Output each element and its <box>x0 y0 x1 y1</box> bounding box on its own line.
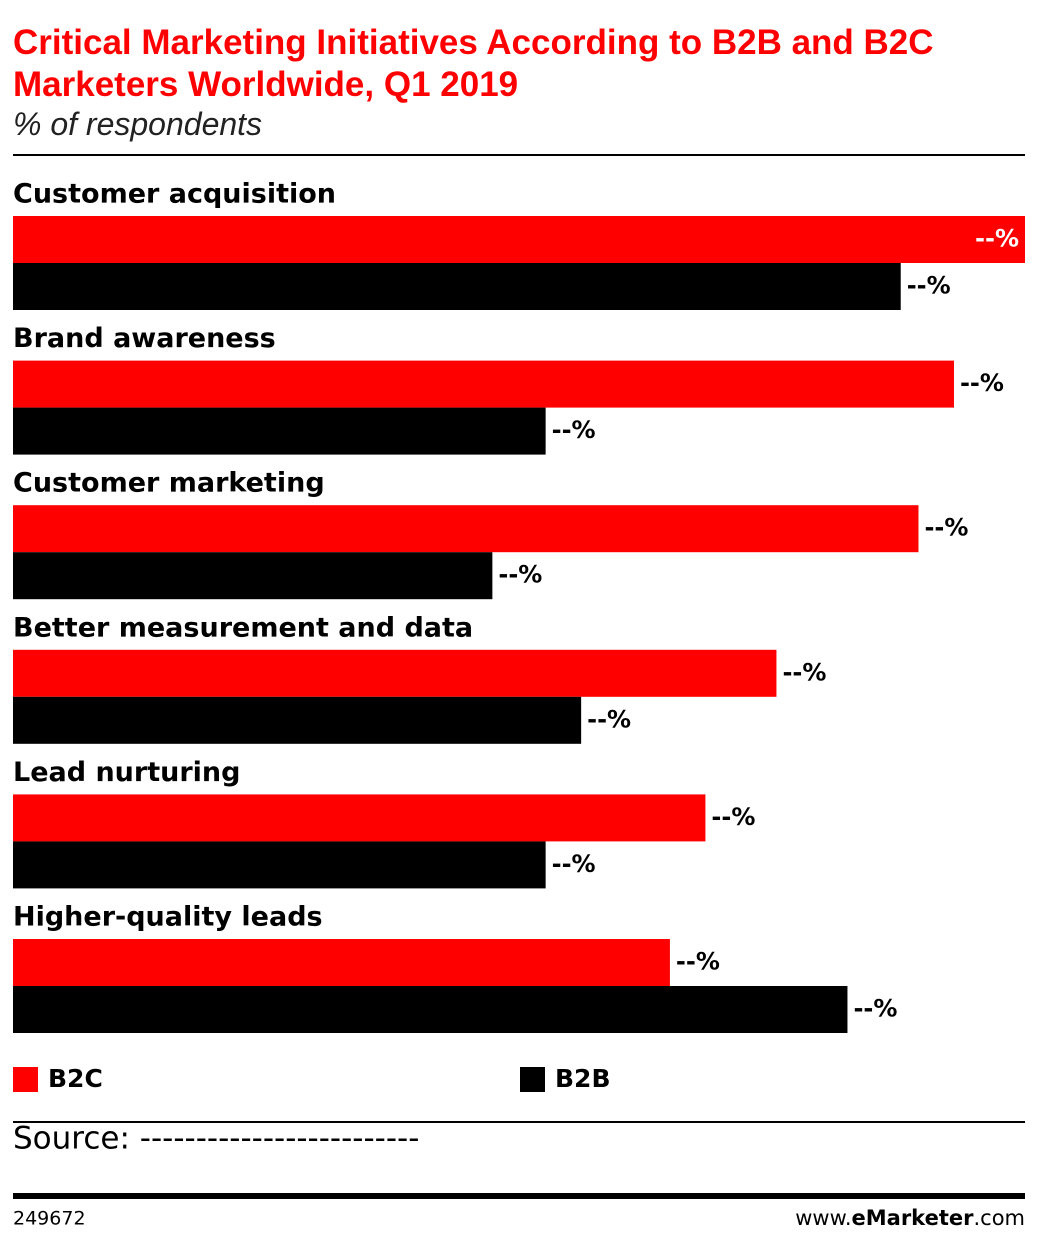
chart-title: Critical Marketing Initiatives According… <box>13 23 934 104</box>
value-label: --% <box>676 948 720 976</box>
value-label: --% <box>587 705 631 733</box>
value-label: --% <box>711 803 755 831</box>
value-label: --% <box>782 658 826 686</box>
legend-swatch <box>13 1067 38 1092</box>
bar <box>13 649 777 697</box>
chart-subtitle: % of respondents <box>13 106 263 142</box>
value-label: --% <box>552 850 596 878</box>
value-label: --% <box>924 514 968 542</box>
bar <box>13 552 493 600</box>
site-part: www. <box>795 1206 851 1230</box>
bar <box>13 407 546 455</box>
bar <box>13 841 546 889</box>
value-label: --% <box>498 561 542 589</box>
value-label: --% <box>853 995 897 1023</box>
bar <box>13 505 919 553</box>
bar <box>13 263 901 310</box>
legend-label: B2C <box>48 1064 103 1093</box>
category-label: Lead nurturing <box>13 757 240 788</box>
site-part: eMarketer <box>852 1206 975 1230</box>
value-label: --% <box>907 272 951 300</box>
value-label: --% <box>552 416 596 444</box>
source: Source: ------------------------- <box>13 1121 419 1157</box>
bar <box>13 939 670 986</box>
chart-id: 249672 <box>13 1208 86 1230</box>
value-label: --% <box>975 225 1019 253</box>
category-label: Customer marketing <box>13 468 325 499</box>
bar <box>13 794 706 842</box>
value-label: --% <box>960 369 1004 397</box>
category-label: Better measurement and data <box>13 612 473 643</box>
legend-swatch <box>520 1067 545 1092</box>
site-part: .com <box>973 1206 1025 1230</box>
category-label: Customer acquisition <box>13 179 336 210</box>
category-label: Brand awareness <box>13 323 276 354</box>
legend-label: B2B <box>555 1064 611 1093</box>
bar <box>13 216 1025 263</box>
bar <box>13 696 582 744</box>
bar <box>13 360 954 408</box>
category-label: Higher-quality leads <box>13 902 323 933</box>
bar <box>13 986 848 1033</box>
site: www.eMarketer.com <box>795 1206 1025 1230</box>
